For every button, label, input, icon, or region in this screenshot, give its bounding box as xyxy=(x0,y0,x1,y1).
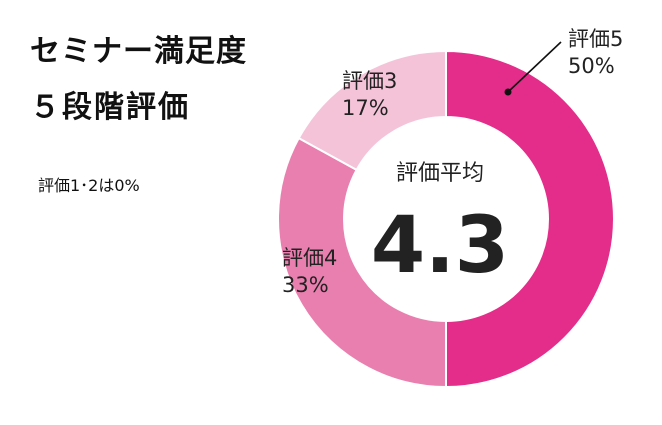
donut-slice-2 xyxy=(276,136,447,389)
leader-line xyxy=(507,41,562,93)
donut-slice-3 xyxy=(297,49,447,172)
slice-label-name-3: 評価3 xyxy=(342,69,397,93)
center-label: 評価平均 xyxy=(396,161,484,186)
chart-title-line-2: ５段階評価 xyxy=(30,90,190,125)
donut-slice-1 xyxy=(445,49,615,389)
chart-title-line-1: セミナー満足度 xyxy=(30,34,247,69)
slice-label-percent-3: 17% xyxy=(342,96,389,120)
slice-label-percent-1: 50% xyxy=(568,54,615,78)
slice-label-percent-2: 33% xyxy=(282,273,329,297)
chart-footnote: 評価1･2は0% xyxy=(38,176,140,195)
leader-dot xyxy=(504,88,512,96)
slice-labels: 評価5 50% 評価4 33% 評価3 17% xyxy=(282,27,623,297)
slice-label-name-1: 評価5 xyxy=(568,27,623,51)
donut-slices xyxy=(276,49,615,389)
center-value: 4.3 xyxy=(371,201,509,291)
slice-label-name-2: 評価4 xyxy=(282,246,337,270)
